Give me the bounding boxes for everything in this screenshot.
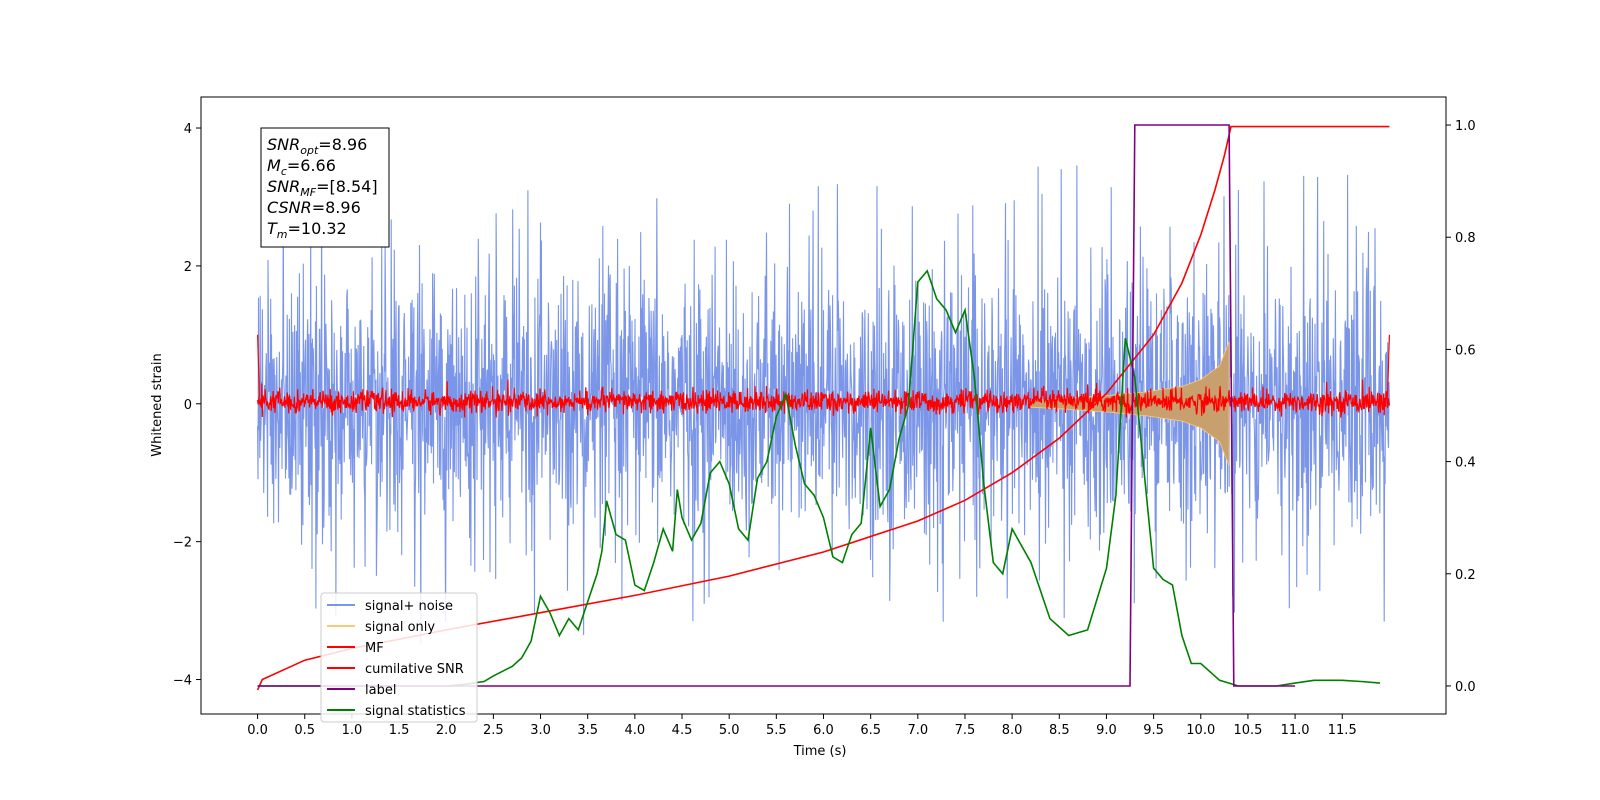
info-line: SNRMF=[8.54]	[267, 177, 378, 199]
x-tick-label: 3.5	[577, 723, 598, 738]
x-tick-label: 9.5	[1143, 723, 1164, 738]
y2-tick-label: 0.6	[1455, 343, 1476, 358]
y-tick-label: 0	[184, 398, 192, 413]
y-tick-label: −4	[173, 674, 192, 689]
x-axis-ticks: 0.0 0.5 1.0 1.5 2.0 2.5 3.0 3.5 4.0 4.5 5.0 5.5 6.0 6…	[247, 714, 1357, 738]
info-line-value: =8.96	[318, 135, 367, 154]
x-tick-label: 10.5	[1233, 723, 1262, 738]
legend-label: signal only	[365, 620, 435, 635]
info-line-value: =10.32	[288, 219, 347, 238]
y2-axis-ticks: 0.0 0.2 0.4 0.6 0.8 1.0	[1446, 119, 1476, 695]
x-tick-label: 4.0	[625, 723, 646, 738]
x-tick-label: 6.5	[860, 723, 881, 738]
legend: signal+ noise signal only MF cumilative SNR…	[320, 592, 478, 723]
legend-frame	[320, 592, 478, 723]
x-tick-label: 11.5	[1328, 723, 1357, 738]
info-line-symbol: CSNR	[267, 198, 312, 217]
x-tick-label: 8.5	[1049, 723, 1070, 738]
y2-tick-label: 0.4	[1455, 456, 1476, 471]
y2-tick-label: 1.0	[1455, 119, 1476, 134]
info-line-value: =6.66	[287, 156, 336, 175]
label-line	[257, 124, 1296, 687]
x-tick-label: 9.0	[1096, 723, 1117, 738]
info-box-frame	[260, 127, 390, 248]
info-line-symbol: M	[267, 156, 281, 175]
y-tick-label: 2	[184, 260, 192, 275]
x-tick-label: 3.0	[530, 723, 551, 738]
y-tick-label: 4	[184, 122, 192, 137]
y2-tick-label: 0.0	[1455, 680, 1476, 695]
x-tick-label: 1.0	[342, 723, 363, 738]
y-axis-label: Whitened strain	[150, 353, 165, 456]
legend-label: MF	[365, 641, 384, 656]
x-tick-label: 7.5	[955, 723, 976, 738]
info-line-value: =8.96	[312, 198, 361, 217]
legend-label: label	[365, 683, 396, 698]
signal-statistics-line	[257, 269, 1381, 687]
signal-only-envelope	[1030, 341, 1230, 466]
info-line: SNRopt=8.96	[267, 135, 367, 157]
y2-tick-label: 0.2	[1455, 568, 1476, 583]
signal-noise-series	[257, 165, 1390, 644]
x-tick-label: 11.0	[1281, 723, 1310, 738]
x-tick-label: 0.0	[247, 723, 268, 738]
info-line-subscript: c	[281, 165, 287, 178]
mf-line	[257, 334, 1390, 418]
x-tick-label: 2.0	[436, 723, 457, 738]
legend-label: signal+ noise	[365, 599, 453, 614]
info-line-symbol: T	[267, 219, 278, 238]
info-line-value: =[8.54]	[316, 177, 378, 196]
x-tick-label: 6.0	[813, 723, 834, 738]
x-tick-label: 4.5	[672, 723, 693, 738]
info-line: Tm=10.32	[267, 219, 347, 241]
info-line-subscript: opt	[300, 144, 319, 157]
info-box: SNRopt=8.96Mc=6.66SNRMF=[8.54]CSNR=8.96T…	[260, 127, 390, 248]
signal-statistics-series	[257, 269, 1381, 687]
y-axis-ticks: −4 −2 0 2 4	[173, 122, 201, 689]
x-axis-label: Time (s)	[793, 744, 847, 759]
x-tick-label: 5.5	[766, 723, 787, 738]
legend-label: signal statistics	[365, 704, 466, 719]
x-tick-label: 7.0	[907, 723, 928, 738]
signal-only-series	[1030, 341, 1230, 466]
label-series	[257, 124, 1296, 687]
signal-noise-line	[257, 165, 1390, 644]
x-tick-label: 0.5	[294, 723, 315, 738]
info-line-subscript: m	[277, 228, 288, 241]
info-line: Mc=6.66	[267, 156, 336, 178]
info-line-subscript: MF	[300, 186, 316, 199]
mf-series	[257, 334, 1390, 418]
y2-tick-label: 0.8	[1455, 231, 1476, 246]
x-tick-label: 10.0	[1186, 723, 1215, 738]
info-line-symbol: SNR	[267, 177, 300, 196]
info-line: CSNR=8.96	[267, 198, 361, 217]
x-tick-label: 8.0	[1002, 723, 1023, 738]
legend-label: cumilative SNR	[365, 662, 464, 677]
y-tick-label: −2	[173, 536, 192, 551]
info-line-symbol: SNR	[267, 135, 300, 154]
x-tick-label: 2.5	[483, 723, 504, 738]
x-tick-label: 5.0	[719, 723, 740, 738]
x-tick-label: 1.5	[389, 723, 410, 738]
